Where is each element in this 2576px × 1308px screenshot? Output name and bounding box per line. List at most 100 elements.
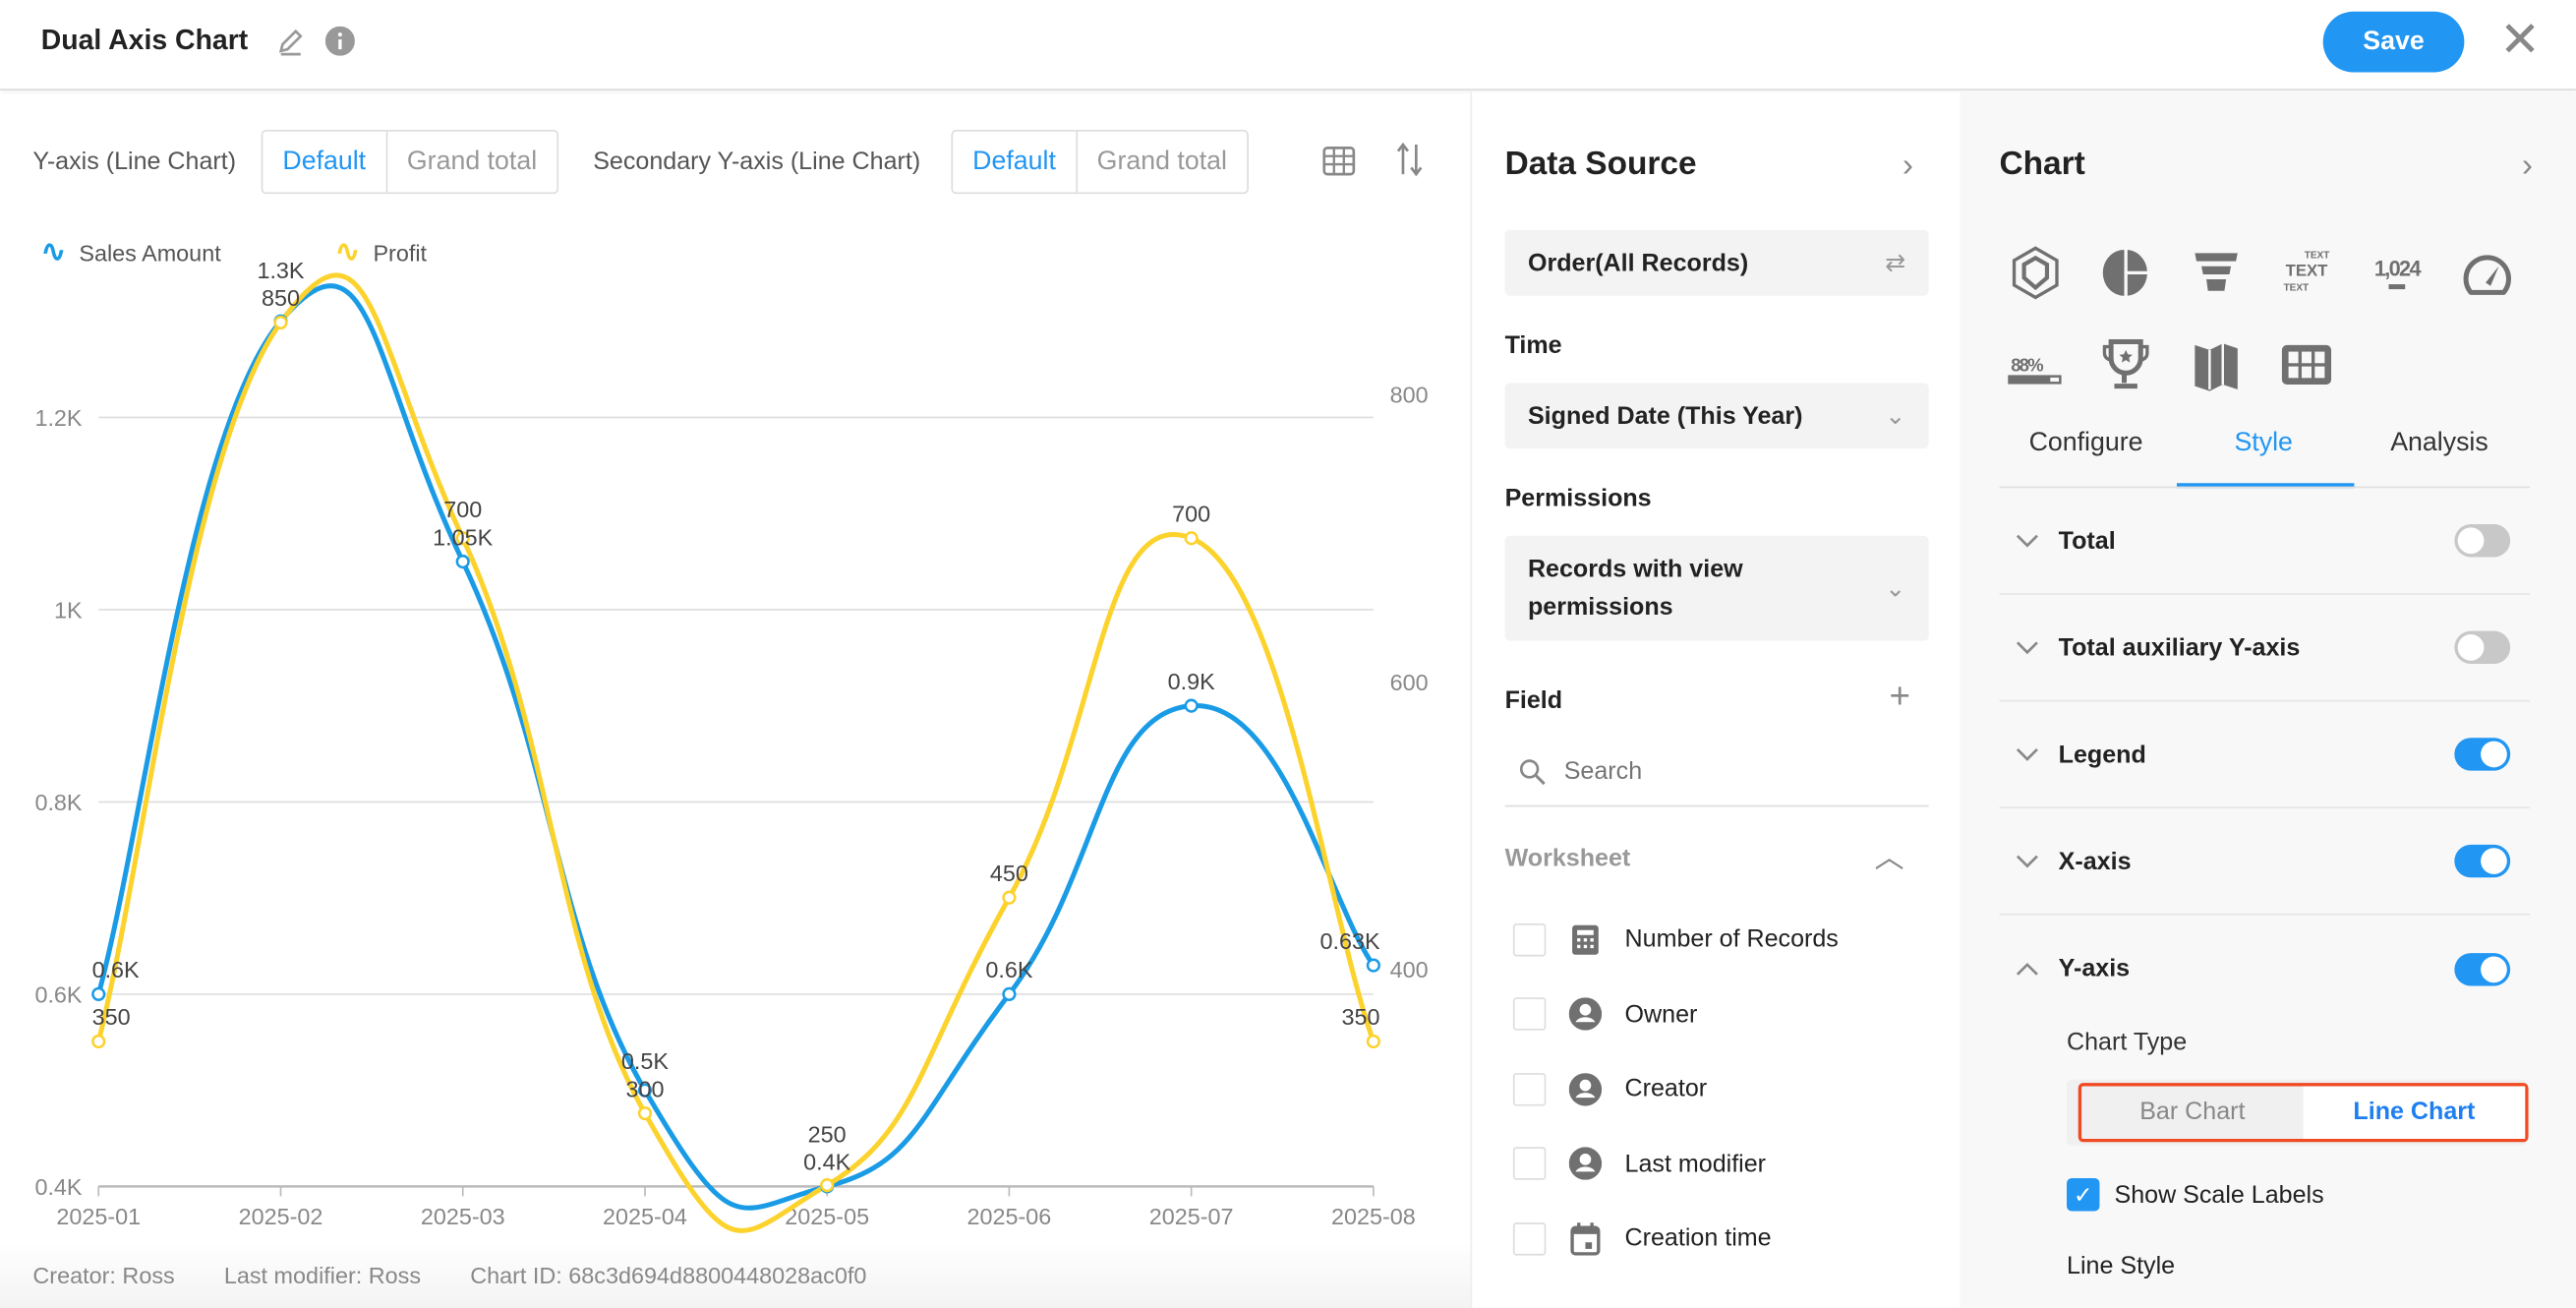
user-icon <box>1568 997 1603 1031</box>
section-y-axis[interactable]: Y-axis <box>2000 916 2531 1023</box>
data-point <box>91 1034 106 1049</box>
chevron-down-icon: ⌄ <box>1885 573 1906 603</box>
data-label: 0.63K <box>1319 928 1379 954</box>
wave-icon: ∿ <box>40 234 66 268</box>
field-item[interactable]: Creator <box>1505 1051 1929 1125</box>
data-source-panel: Data Source › Order(All Records) ⇄ Time S… <box>1470 91 1961 1308</box>
leaderboard-trophy-icon[interactable] <box>2096 335 2155 394</box>
gauge-chart-icon[interactable] <box>2458 243 2517 302</box>
tab-configure[interactable]: Configure <box>2028 429 2143 457</box>
secondary-y-axis-label: Secondary Y-axis (Line Chart) <box>593 148 921 176</box>
data-point <box>1184 698 1199 713</box>
section-total[interactable]: Total <box>1999 488 2531 595</box>
right-axis-tick-label: 800 <box>1390 382 1429 407</box>
section-x-axis[interactable]: X-axis <box>1999 808 2531 916</box>
data-point <box>820 1178 835 1193</box>
legend-sales-amount[interactable]: ∿ Sales Amount <box>40 234 221 268</box>
pie-chart-icon[interactable] <box>2096 243 2155 302</box>
tab-style[interactable]: Style <box>2234 429 2293 457</box>
time-label: Time <box>1504 331 1562 360</box>
map-chart-icon[interactable] <box>2187 335 2246 394</box>
field-checkbox[interactable] <box>1512 922 1547 956</box>
toggle-switch[interactable] <box>2454 630 2511 665</box>
radar-chart-icon[interactable] <box>2006 243 2065 302</box>
left-axis-tick-label: 0.8K <box>34 790 82 815</box>
legend-profit[interactable]: ∿ Profit <box>334 234 428 268</box>
secondary-default-option[interactable]: Default <box>953 131 1078 193</box>
chevron-down-icon[interactable] <box>2016 746 2038 763</box>
chevron-down-icon: ⌄ <box>1885 402 1906 431</box>
show-scale-labels-checkbox[interactable]: ✓ Show Scale Labels <box>2067 1178 2324 1212</box>
data-label: 350 <box>92 1004 131 1030</box>
toggle-switch[interactable] <box>2454 738 2511 771</box>
field-label: Number of Records <box>1624 924 1839 954</box>
line-chart-option[interactable]: Line Chart <box>2303 1086 2526 1139</box>
search-input[interactable] <box>1563 757 1893 786</box>
info-icon[interactable] <box>324 26 355 56</box>
toggle-switch[interactable] <box>2454 952 2511 985</box>
chevron-down-icon[interactable] <box>2016 532 2038 549</box>
field-label: Field <box>1504 686 1563 715</box>
data-label: 250 <box>808 1121 847 1147</box>
data-source-title: Data Source <box>1504 146 1697 183</box>
calculator-icon <box>1572 923 1599 954</box>
field-item[interactable]: Creation time <box>1505 1201 1929 1275</box>
save-button[interactable]: Save <box>2322 11 2465 73</box>
source-selector[interactable]: Order(All Records) ⇄ <box>1504 229 1929 296</box>
field-item[interactable]: Number of Records <box>1505 902 1929 976</box>
chart-settings-panel: Chart › TEXT TEXT TEXT 1,024 88% Configure S… <box>1960 91 2576 1308</box>
data-label: 300 <box>625 1076 664 1101</box>
field-item[interactable]: Last modifier <box>1505 1126 1929 1200</box>
field-checkbox[interactable] <box>1512 1221 1547 1255</box>
progress-chart-icon[interactable]: 88% <box>2006 335 2065 394</box>
funnel-chart-icon[interactable] <box>2187 243 2246 302</box>
section-total-auxiliary-y-axis[interactable]: Total auxiliary Y-axis <box>1999 595 2531 702</box>
field-search[interactable] <box>1504 738 1929 807</box>
swap-axes-icon[interactable] <box>1395 142 1425 178</box>
time-dropdown[interactable]: Signed Date (This Year) ⌄ <box>1504 383 1929 449</box>
left-axis-tick-label: 1K <box>54 597 83 623</box>
field-checkbox[interactable] <box>1512 1147 1547 1180</box>
y-axis-mode-toggle: Default Grand total <box>261 130 558 195</box>
tab-analysis[interactable]: Analysis <box>2390 429 2488 457</box>
table-view-icon[interactable] <box>1322 147 1356 176</box>
data-point <box>1184 531 1199 546</box>
x-axis-tick-label: 2025-03 <box>421 1204 505 1229</box>
chevron-up-icon[interactable] <box>2016 961 2038 978</box>
chevron-right-icon[interactable]: › <box>1902 148 1914 185</box>
data-label: 700 <box>1172 502 1210 527</box>
field-checkbox[interactable] <box>1512 997 1547 1031</box>
chevron-right-icon[interactable]: › <box>2521 148 2534 185</box>
secondary-grand-total-option[interactable]: Grand total <box>1096 148 1227 176</box>
number-chart-icon[interactable]: 1,024 <box>2368 243 2427 302</box>
y-axis-grand-total-option[interactable]: Grand total <box>406 148 538 176</box>
section-legend[interactable]: Legend <box>1999 701 2531 809</box>
right-axis-tick-label: 400 <box>1390 957 1429 982</box>
data-point <box>91 986 106 1002</box>
icon-text: TEXT <box>2305 250 2330 261</box>
x-axis-tick-label: 2025-01 <box>56 1204 141 1229</box>
table-chart-icon[interactable] <box>2277 335 2336 394</box>
bar-chart-option[interactable]: Bar Chart <box>2139 1098 2246 1126</box>
chevron-down-icon[interactable] <box>2016 639 2038 656</box>
permissions-dropdown[interactable]: Records with view permissions ⌄ <box>1504 535 1929 641</box>
series-line-sales-amount <box>95 283 1376 1211</box>
user-icon <box>1568 1072 1603 1105</box>
header: Dual Axis Chart Save ✕ <box>0 0 2576 90</box>
add-field-icon[interactable]: + <box>1889 675 1911 717</box>
toggle-switch[interactable] <box>2454 524 2511 558</box>
creator-text: Creator: Ross <box>32 1262 175 1289</box>
chevron-down-icon[interactable] <box>2016 853 2038 869</box>
icon-number-text: 1,024 <box>2374 257 2422 281</box>
field-item[interactable]: Owner <box>1505 977 1929 1050</box>
close-icon[interactable]: ✕ <box>2499 13 2542 68</box>
edit-icon[interactable] <box>276 28 306 57</box>
field-label: Creation time <box>1624 1223 1772 1253</box>
user-icon <box>1568 1147 1603 1180</box>
y-axis-default-option[interactable]: Default <box>263 131 387 193</box>
toggle-switch[interactable] <box>2454 844 2511 878</box>
field-checkbox[interactable] <box>1512 1072 1547 1105</box>
data-label: 1.3K <box>257 258 304 283</box>
chevron-up-icon[interactable]: ︿ <box>1874 841 1904 874</box>
